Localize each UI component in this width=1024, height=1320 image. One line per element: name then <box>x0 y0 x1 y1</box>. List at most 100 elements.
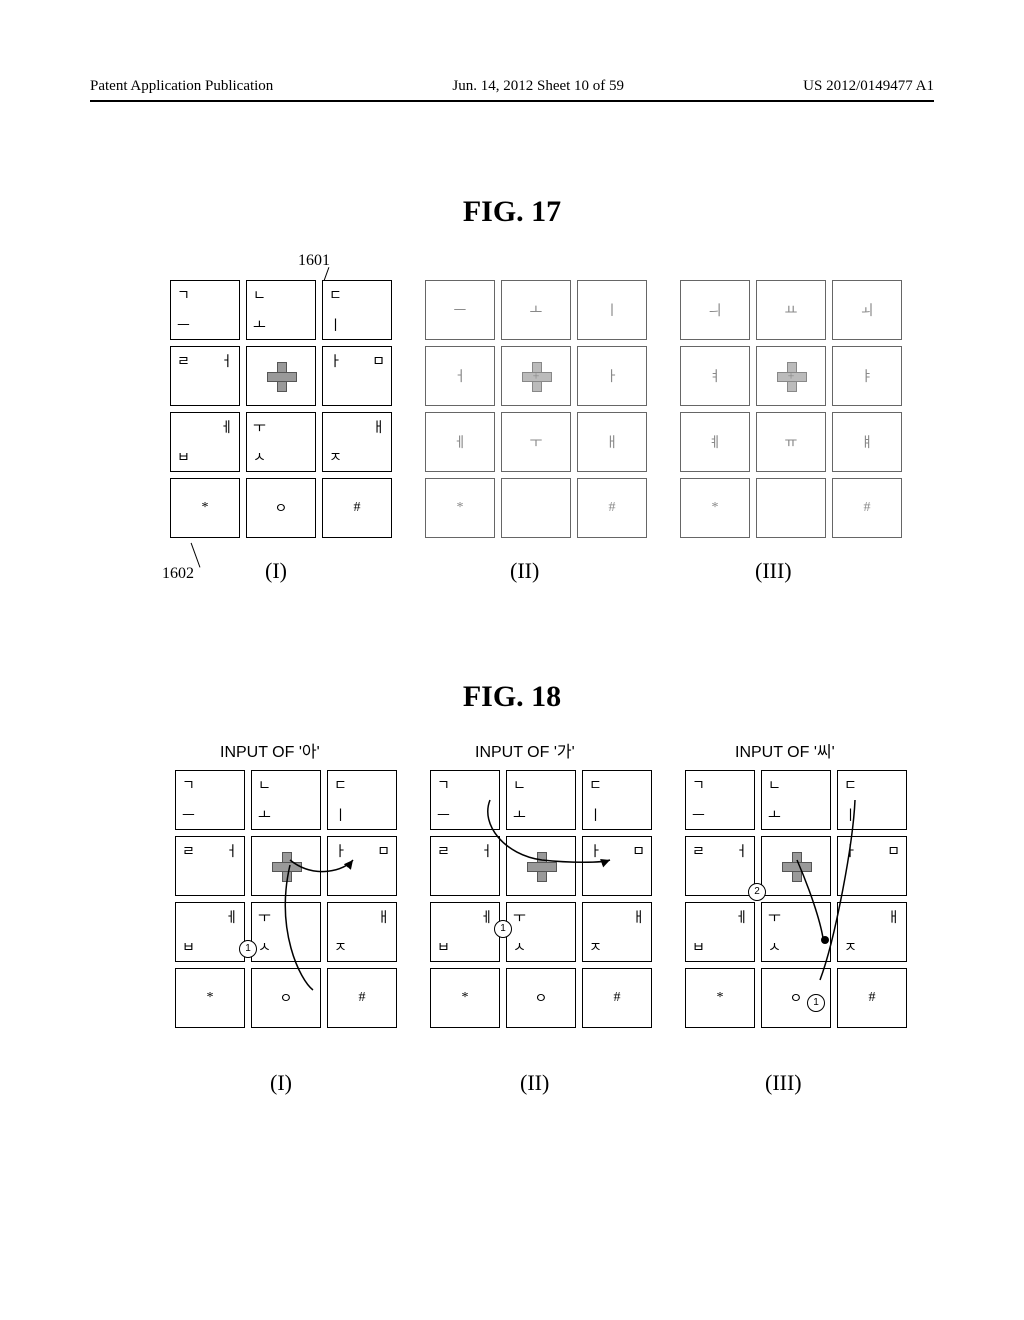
label-1602: 1602 <box>162 565 194 583</box>
keypad-key: ㅑ <box>832 346 902 406</box>
fig18-circ2-pad3: 2 <box>748 883 766 901</box>
keypad-key: # <box>582 968 652 1028</box>
keypad-key: ㄴㅗ <box>251 770 321 830</box>
keypad-key: ㅗ <box>501 280 571 340</box>
keypad-key <box>506 836 576 896</box>
fig18-circ1-pad2: 1 <box>494 920 512 938</box>
keypad-key: ㅐㅈ <box>582 902 652 962</box>
keypad-key: ㄷㅣ <box>322 280 392 340</box>
fig18-keypad-1: ㄱㅡㄴㅗㄷㅣㄹㅓ ㅏㅁㅔㅂㅜㅅㅐㅈ *ㅇ# <box>175 770 397 1028</box>
keypad-key: ㄷㅣ <box>837 770 907 830</box>
keypad-key <box>246 346 316 406</box>
fig17-keypad-2: ㅡㅗㅣㅓ+ㅏㅔㅜㅐ * # <box>425 280 647 538</box>
keypad-key: ㅏㅁ <box>327 836 397 896</box>
keypad-key: * <box>685 968 755 1028</box>
fig18-caption-2: INPUT OF '가' <box>475 738 575 762</box>
keypad-key: ㄱㅡ <box>685 770 755 830</box>
fig17-title: FIG. 17 <box>0 195 1024 229</box>
keypad-key: * <box>425 478 495 538</box>
keypad-key: ㄹㅓ <box>430 836 500 896</box>
keypad-key: ㅜㅅ <box>246 412 316 472</box>
keypad-key: # <box>837 968 907 1028</box>
keypad-key: ㄹㅓ <box>175 836 245 896</box>
keypad-key: ㅜㅅ <box>506 902 576 962</box>
keypad-key: ㄷㅣ <box>327 770 397 830</box>
keypad-key: ㅔㅂ <box>430 902 500 962</box>
keypad-key: ㅔ <box>425 412 495 472</box>
keypad-key: ㅏㅁ <box>322 346 392 406</box>
fig18-keypad-3: ㄱㅡㄴㅗㄷㅣㄹㅓㅏㅁㅔㅂㅜㅅㅐㅈ*ㅇ# <box>685 770 907 1028</box>
label-1601: 1601 <box>298 252 330 270</box>
keypad-key: ㄹㅓ <box>685 836 755 896</box>
keypad-key: ㅏㅁ <box>582 836 652 896</box>
keypad-key: ㅐㅈ <box>837 902 907 962</box>
keypad-key <box>501 478 571 538</box>
keypad-key: ㅢ <box>680 280 750 340</box>
keypad-key <box>756 478 826 538</box>
fig17-keypad-3: ㅢㅛㅚㅕ+ㅑㅖㅠㅒ * # <box>680 280 902 538</box>
keypad-key: + <box>501 346 571 406</box>
fig17-roman-3: (III) <box>755 558 792 584</box>
lead-1602 <box>191 542 202 567</box>
keypad-key: # <box>322 478 392 538</box>
fig18-circ1-pad3: 1 <box>807 994 825 1012</box>
keypad-key: ㄴㅗ <box>246 280 316 340</box>
fig18-circ1-pad1: 1 <box>239 940 257 958</box>
header-right: US 2012/0149477 A1 <box>803 78 934 95</box>
fig17-roman-1: (I) <box>265 558 287 584</box>
keypad-key: ㅓ <box>425 346 495 406</box>
keypad-key: ㅖ <box>680 412 750 472</box>
keypad-key: ㄱㅡ <box>170 280 240 340</box>
keypad-key: ㅣ <box>577 280 647 340</box>
keypad-key: ㅐㅈ <box>322 412 392 472</box>
fig18-caption-3: INPUT OF '씨' <box>735 738 835 762</box>
header-center: Jun. 14, 2012 Sheet 10 of 59 <box>452 78 624 95</box>
keypad-key: ㅛ <box>756 280 826 340</box>
keypad-key: # <box>832 478 902 538</box>
keypad-key: ㄱㅡ <box>175 770 245 830</box>
keypad-key: ㅜ <box>501 412 571 472</box>
keypad-key: ㅚ <box>832 280 902 340</box>
fig18-title: FIG. 18 <box>0 680 1024 714</box>
keypad-key: ㅐㅈ <box>327 902 397 962</box>
keypad-key: ㄷㅣ <box>582 770 652 830</box>
keypad-key: * <box>175 968 245 1028</box>
keypad-key: ㄴㅗ <box>506 770 576 830</box>
keypad-key: ㅏㅁ <box>837 836 907 896</box>
keypad-key: ㅏ <box>577 346 647 406</box>
keypad-key: ㅔㅂ <box>170 412 240 472</box>
keypad-key: ㄹㅓ <box>170 346 240 406</box>
keypad-key: ㅔㅂ <box>685 902 755 962</box>
keypad-key: ㅐ <box>577 412 647 472</box>
fig18-roman-1: (I) <box>270 1070 292 1096</box>
keypad-key: * <box>170 478 240 538</box>
keypad-key: ㄱㅡ <box>430 770 500 830</box>
keypad-key: ㅔㅂ <box>175 902 245 962</box>
keypad-key: + <box>756 346 826 406</box>
fig17-roman-2: (II) <box>510 558 539 584</box>
fig18-roman-3: (III) <box>765 1070 802 1096</box>
keypad-key: ㅜㅅ <box>761 902 831 962</box>
keypad-key <box>251 836 321 896</box>
keypad-key: ㅇ <box>251 968 321 1028</box>
keypad-key: ㅜㅅ <box>251 902 321 962</box>
header-left: Patent Application Publication <box>90 78 273 95</box>
keypad-key: ㄴㅗ <box>761 770 831 830</box>
keypad-key: ㅕ <box>680 346 750 406</box>
fig18-caption-1: INPUT OF '아' <box>220 738 320 762</box>
keypad-key: # <box>577 478 647 538</box>
page-header: Patent Application Publication Jun. 14, … <box>90 78 934 95</box>
keypad-key: ㅒ <box>832 412 902 472</box>
keypad-key: # <box>327 968 397 1028</box>
keypad-key: ㅡ <box>425 280 495 340</box>
keypad-key <box>761 836 831 896</box>
fig18-keypad-2: ㄱㅡㄴㅗㄷㅣㄹㅓ ㅏㅁㅔㅂㅜㅅㅐㅈ *ㅇ# <box>430 770 652 1028</box>
keypad-key: ㅇ <box>246 478 316 538</box>
keypad-key: * <box>680 478 750 538</box>
keypad-key: ㅠ <box>756 412 826 472</box>
fig17-keypad-1: ㄱㅡㄴㅗㄷㅣㄹㅓ ㅏㅁㅔㅂㅜㅅㅐㅈ *ㅇ# <box>170 280 392 538</box>
header-rule <box>90 100 934 102</box>
keypad-key: ㅇ <box>506 968 576 1028</box>
keypad-key: * <box>430 968 500 1028</box>
fig18-roman-2: (II) <box>520 1070 549 1096</box>
